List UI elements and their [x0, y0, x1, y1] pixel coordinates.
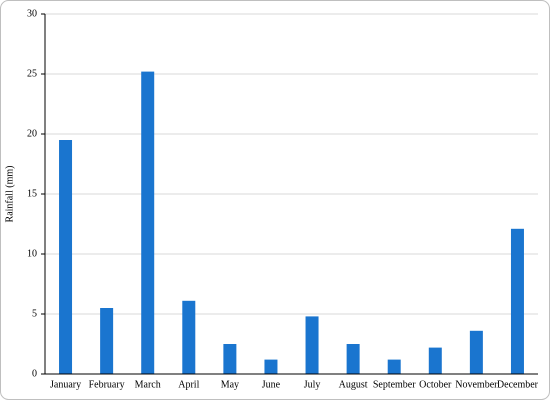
- y-tick-label: 20: [27, 128, 37, 139]
- bar: [182, 300, 196, 374]
- bar: [264, 359, 278, 374]
- bar: [469, 330, 483, 374]
- x-tick-label: December: [497, 379, 539, 390]
- x-tick-label: May: [221, 379, 239, 390]
- x-tick-label: March: [135, 379, 161, 390]
- bar: [305, 316, 319, 374]
- bar: [387, 359, 401, 374]
- y-tick-label: 0: [32, 368, 37, 379]
- bar: [223, 344, 237, 374]
- x-tick-label: August: [339, 379, 368, 390]
- x-tick-label: January: [50, 379, 81, 390]
- y-tick-label: 5: [32, 308, 37, 319]
- bar: [59, 140, 73, 374]
- x-tick-label: October: [419, 379, 452, 390]
- bar: [510, 228, 524, 374]
- y-tick-label: 30: [27, 8, 37, 19]
- x-tick-label: June: [262, 379, 281, 390]
- y-axis-label: Rainfall (mm): [4, 166, 15, 223]
- x-tick-label: November: [455, 379, 498, 390]
- bar: [100, 308, 114, 374]
- x-tick-label: July: [304, 379, 321, 390]
- y-tick-label: 15: [27, 188, 37, 199]
- x-tick-label: February: [89, 379, 125, 390]
- y-tick-label: 10: [27, 248, 37, 259]
- x-tick-label: April: [178, 379, 199, 390]
- x-tick-label: September: [373, 379, 416, 390]
- y-tick-label: 25: [27, 68, 37, 79]
- bar: [428, 347, 442, 374]
- bar: [141, 71, 155, 374]
- bar: [346, 344, 360, 374]
